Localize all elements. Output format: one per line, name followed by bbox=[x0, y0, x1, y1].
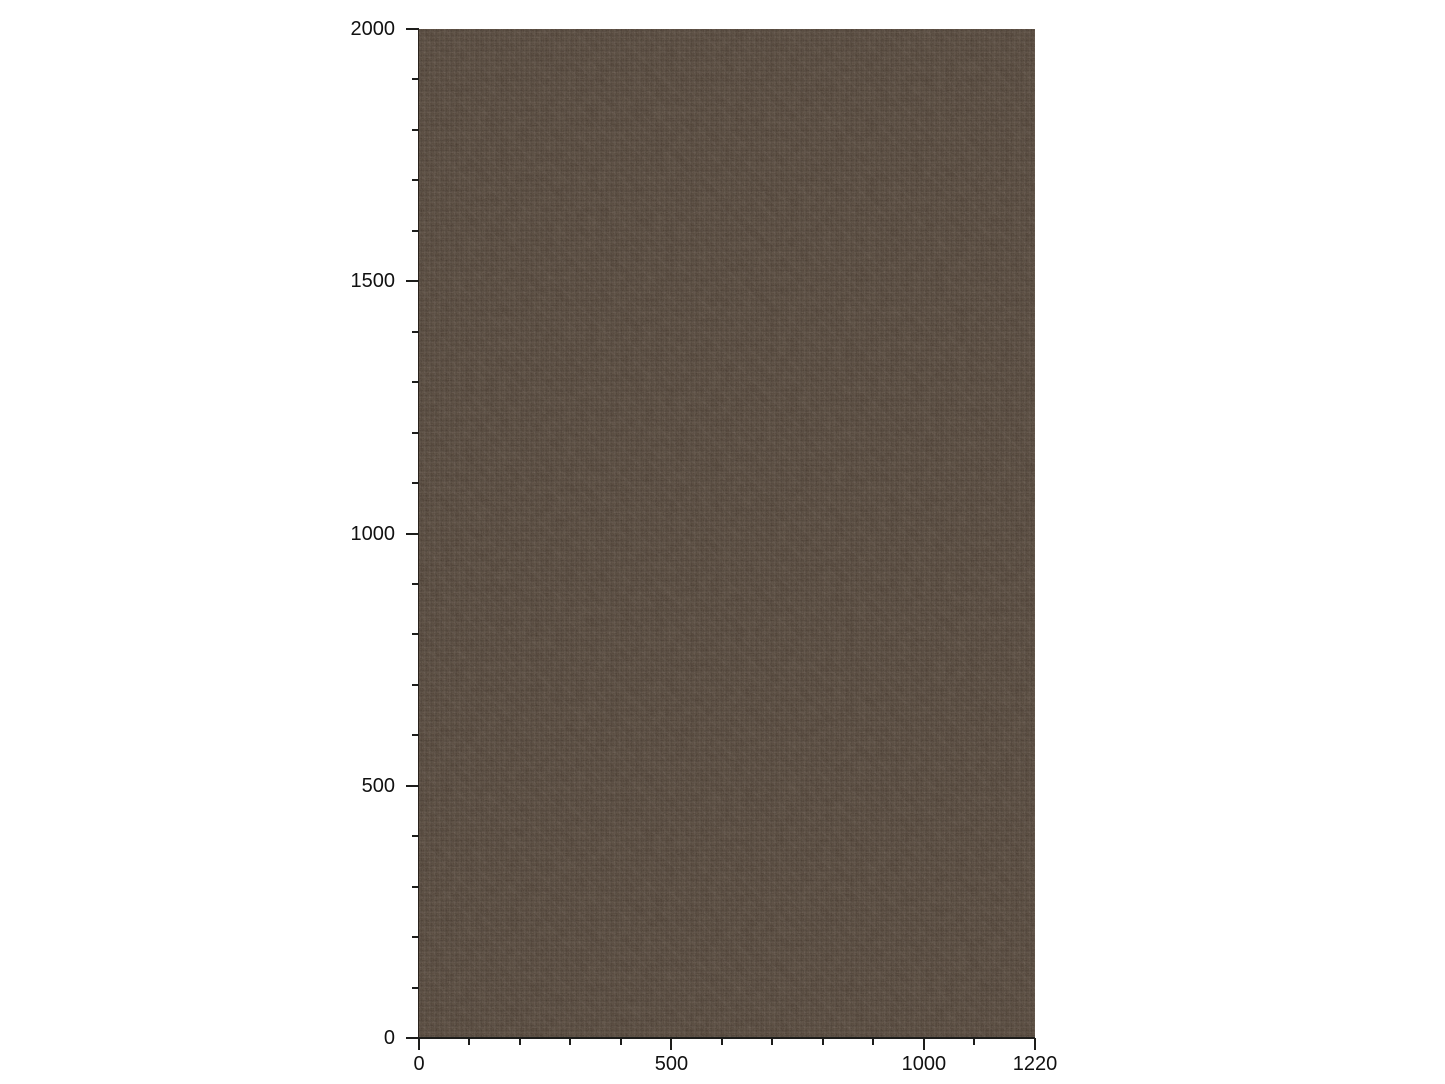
y-minor-tick bbox=[412, 78, 419, 81]
y-minor-tick bbox=[412, 431, 419, 434]
x-axis: 0 500 1000 1220 bbox=[413, 1038, 1057, 1084]
x-minor-tick bbox=[720, 1038, 723, 1045]
fabric-texture-noise bbox=[419, 29, 1035, 1038]
y-tick-label: 1000 bbox=[350, 522, 396, 545]
plot-area bbox=[419, 29, 1035, 1038]
x-major-tick bbox=[922, 1038, 925, 1050]
y-tick-label: 1500 bbox=[350, 270, 396, 293]
y-minor-tick bbox=[412, 683, 419, 686]
y-minor-tick bbox=[412, 936, 419, 939]
y-minor-tick bbox=[412, 381, 419, 384]
y-minor-tick bbox=[412, 482, 419, 485]
y-major-tick bbox=[406, 532, 419, 535]
y-minor-tick bbox=[412, 734, 419, 737]
y-minor-tick bbox=[412, 633, 419, 636]
x-minor-tick bbox=[518, 1038, 521, 1045]
x-minor-tick bbox=[771, 1038, 774, 1045]
y-major-tick bbox=[406, 28, 419, 30]
y-major-tick bbox=[406, 280, 419, 283]
x-minor-tick bbox=[569, 1038, 572, 1045]
y-axis: 0 500 1000 1500 2000 bbox=[0, 19, 419, 1048]
y-minor-tick bbox=[412, 885, 419, 888]
x-minor-tick bbox=[973, 1038, 976, 1045]
y-tick-label: 2000 bbox=[350, 18, 396, 40]
fabric-swatch-image bbox=[419, 29, 1035, 1038]
y-minor-tick bbox=[412, 986, 419, 989]
x-tick-label: 500 bbox=[654, 1053, 689, 1075]
x-tick-label: 1220 bbox=[1012, 1053, 1058, 1075]
x-major-tick bbox=[1034, 1038, 1036, 1050]
y-minor-tick bbox=[412, 128, 419, 131]
y-major-tick bbox=[406, 784, 419, 787]
y-tick-label: 0 bbox=[383, 1027, 395, 1049]
y-minor-tick bbox=[412, 229, 419, 232]
x-major-tick bbox=[418, 1038, 420, 1050]
x-minor-tick bbox=[821, 1038, 824, 1045]
y-minor-tick bbox=[412, 330, 419, 333]
weave-pattern-overlay bbox=[419, 29, 1035, 1038]
y-major-tick bbox=[406, 1037, 419, 1039]
y-minor-tick bbox=[412, 179, 419, 182]
x-minor-tick bbox=[468, 1038, 471, 1045]
x-tick-label: 0 bbox=[413, 1053, 425, 1075]
x-minor-tick bbox=[619, 1038, 622, 1045]
x-minor-tick bbox=[872, 1038, 875, 1045]
y-minor-tick bbox=[412, 835, 419, 838]
y-minor-tick bbox=[412, 582, 419, 585]
x-major-tick bbox=[670, 1038, 673, 1050]
x-axis-spine bbox=[419, 1037, 1035, 1039]
x-tick-label: 1000 bbox=[901, 1053, 947, 1075]
y-tick-label: 500 bbox=[361, 774, 395, 797]
